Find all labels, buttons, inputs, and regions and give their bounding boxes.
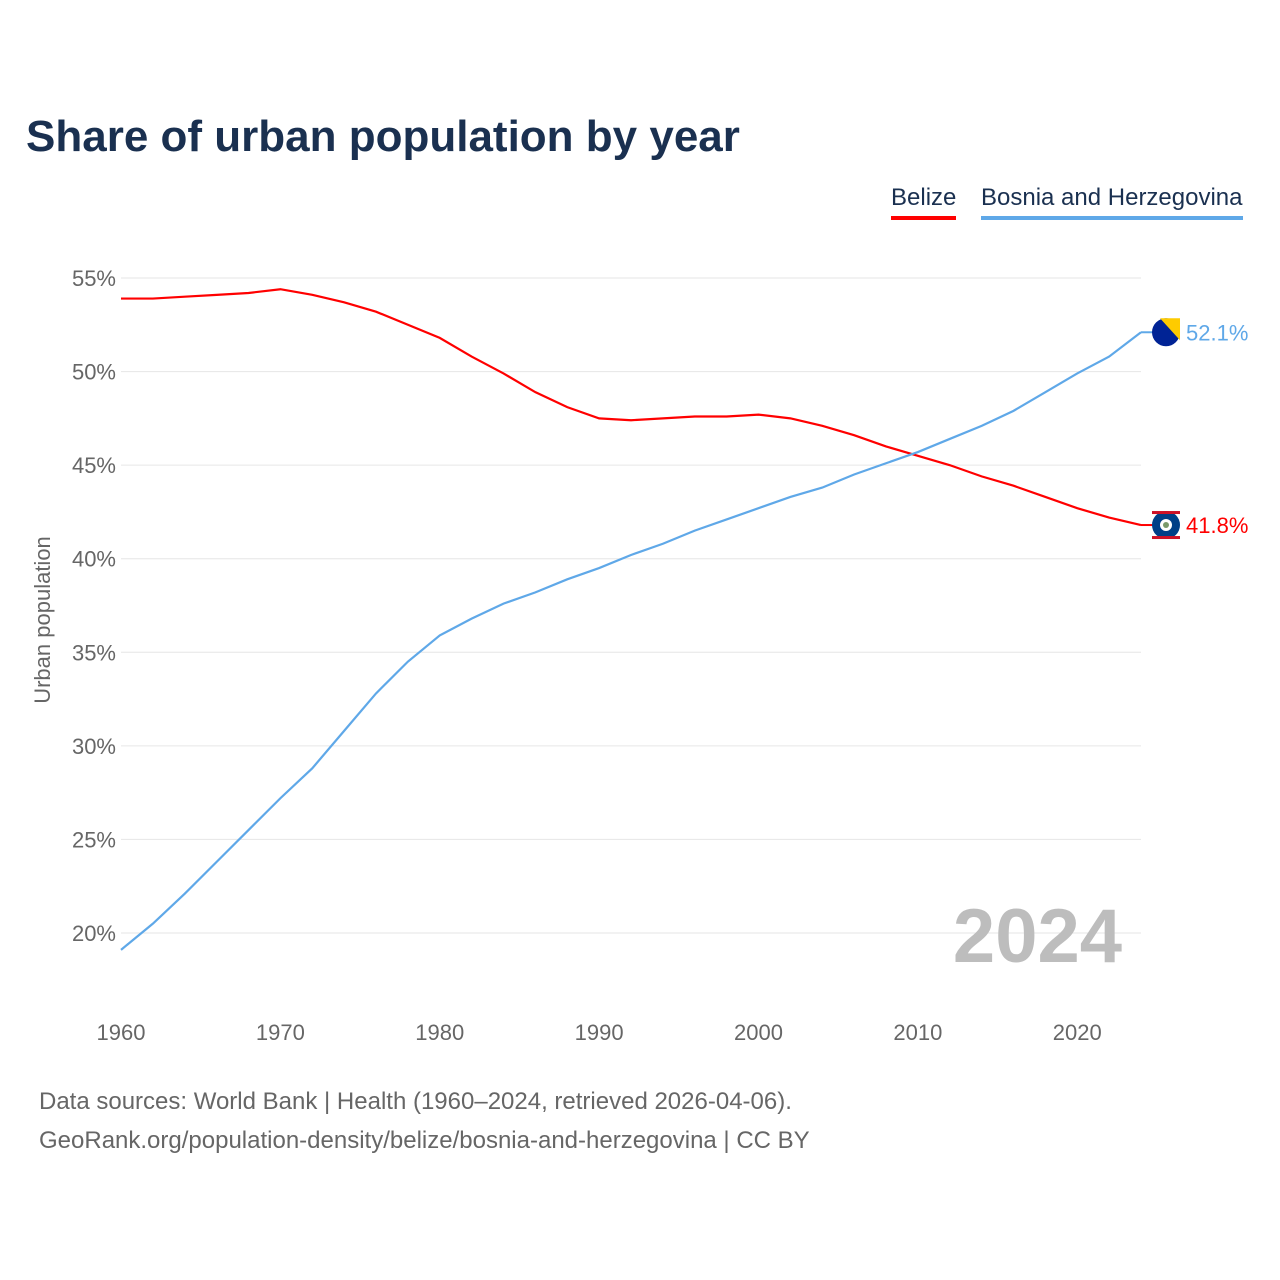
y-tick-label: 50% xyxy=(72,360,116,385)
series-line-bosnia xyxy=(120,331,1142,951)
x-tick-label: 1990 xyxy=(575,1020,624,1045)
legend-item-belize[interactable]: Belize xyxy=(891,184,957,220)
series-line-belize xyxy=(121,288,1142,527)
y-tick-label: 45% xyxy=(72,453,116,478)
legend-item-bosnia[interactable]: Bosnia and Herzegovina xyxy=(981,184,1243,220)
y-tick-label: 30% xyxy=(72,734,116,759)
belize-flag-emblem-center xyxy=(1163,522,1169,529)
x-tick-label: 1960 xyxy=(97,1020,146,1045)
y-tick-label: 20% xyxy=(72,921,116,946)
x-tick-label: 2020 xyxy=(1053,1020,1102,1045)
y-tick-label: 35% xyxy=(72,640,116,665)
bosnia-flag-triangle xyxy=(1160,318,1180,341)
end-value-label: 41.8% xyxy=(1186,513,1248,538)
belize-flag-stripe xyxy=(1152,511,1180,515)
x-tick-label: 1980 xyxy=(415,1020,464,1045)
x-tick-label: 1970 xyxy=(256,1020,305,1045)
y-axis-label: Urban population xyxy=(30,536,55,704)
footer-sources: Data sources: World Bank | Health (1960–… xyxy=(39,1088,792,1115)
y-tick-label: 40% xyxy=(72,547,116,572)
x-tick-label: 2010 xyxy=(893,1020,942,1045)
year-watermark: 2024 xyxy=(952,894,1122,979)
chart-title: Share of urban population by year xyxy=(26,112,740,161)
x-tick-label: 2000 xyxy=(734,1020,783,1045)
footer-link[interactable]: GeoRank.org/population-density/belize/bo… xyxy=(39,1127,810,1154)
end-value-label: 52.1% xyxy=(1186,320,1248,345)
belize-flag-stripe xyxy=(1152,536,1180,540)
y-tick-label: 25% xyxy=(72,827,116,852)
y-tick-label: 55% xyxy=(72,266,116,291)
